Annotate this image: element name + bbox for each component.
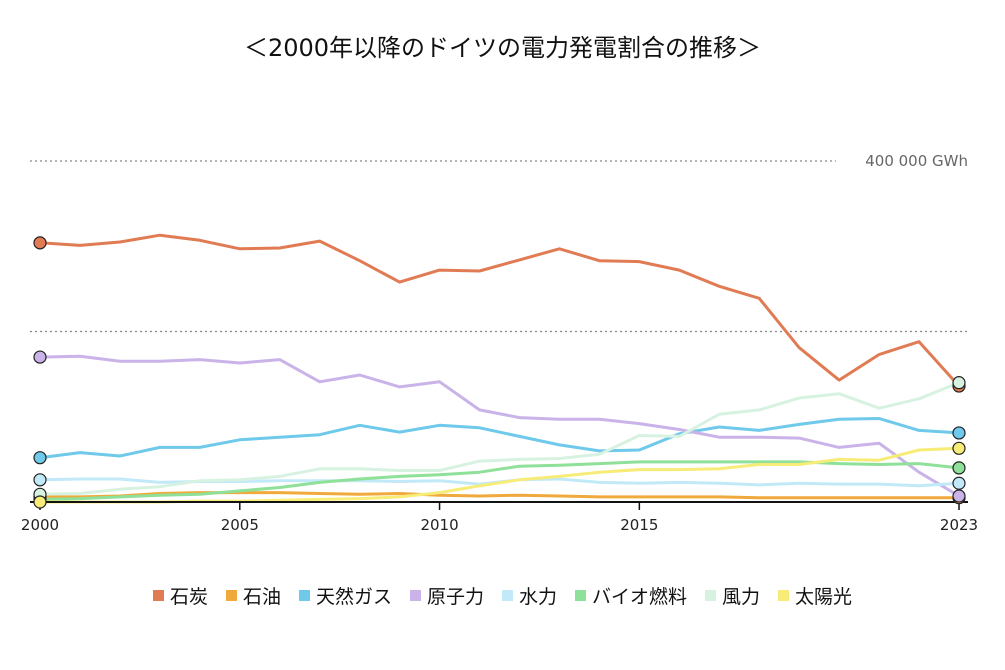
series-end-marker xyxy=(952,476,966,490)
series-line-1 xyxy=(38,491,961,500)
x-tick-label: 2005 xyxy=(221,516,259,534)
series-start-marker xyxy=(33,350,47,364)
legend-swatch xyxy=(502,590,513,601)
legend-label: 天然ガス xyxy=(315,586,392,608)
series-end-marker xyxy=(952,426,966,440)
legend-item: 原子力 xyxy=(409,582,484,609)
series-end-marker xyxy=(952,461,966,475)
legend-swatch xyxy=(298,590,310,601)
legend-item: 石油 xyxy=(225,582,281,609)
series-start-marker xyxy=(33,236,47,250)
x-tick-label: 2000 xyxy=(21,516,59,534)
grid-layer: 400 000 GWh xyxy=(30,152,968,333)
series-line-3 xyxy=(38,354,961,498)
x-axis: 2000 2005 2010 2015 2023 xyxy=(21,502,978,534)
series-start-marker xyxy=(33,495,47,509)
series-end-marker xyxy=(952,376,966,390)
legend-item: 天然ガス xyxy=(298,582,392,609)
line-chart: 400 000 GWh 2000 2005 2010 2015 2023 xyxy=(21,152,978,534)
legend-item: 太陽光 xyxy=(778,582,852,609)
legend-swatch xyxy=(778,590,790,601)
legend-swatch xyxy=(152,590,164,601)
legend: 石炭 石油 天然ガス 原子力 水力 バイオ燃料 風力 太陽光 xyxy=(0,582,1005,609)
x-tick-label: 2023 xyxy=(940,516,978,534)
series-start-marker xyxy=(33,473,47,487)
chart-title: ＜2000年以降のドイツの電力発電割合の推移＞ xyxy=(243,34,762,62)
x-tick-label: 2015 xyxy=(620,516,658,534)
series-start-marker xyxy=(33,451,47,465)
series-end-marker xyxy=(952,441,966,455)
legend-item: 石炭 xyxy=(152,582,208,609)
legend-label: 風力 xyxy=(722,586,761,608)
legend-swatch xyxy=(575,590,587,601)
legend-label: 原子力 xyxy=(426,586,484,608)
series-line-2 xyxy=(38,417,961,460)
legend-label: 石油 xyxy=(242,586,281,608)
legend-label: 水力 xyxy=(519,586,558,608)
legend-item: 水力 xyxy=(502,582,557,609)
legend-label: 石炭 xyxy=(169,586,208,608)
legend-swatch xyxy=(225,590,237,601)
marker-layer xyxy=(33,236,966,509)
series-line-0 xyxy=(38,233,961,388)
legend-item: バイオ燃料 xyxy=(575,582,687,609)
x-tick-label: 2010 xyxy=(420,516,458,534)
legend-label: 太陽光 xyxy=(795,586,853,608)
legend-label: バイオ燃料 xyxy=(592,586,688,608)
legend-swatch xyxy=(409,590,421,601)
series-end-marker xyxy=(952,489,966,503)
series-layer xyxy=(38,233,961,504)
gridline-label: 400 000 GWh xyxy=(865,152,968,170)
series-line-6 xyxy=(38,381,961,496)
legend-swatch xyxy=(705,590,717,601)
legend-item: 風力 xyxy=(705,582,760,609)
